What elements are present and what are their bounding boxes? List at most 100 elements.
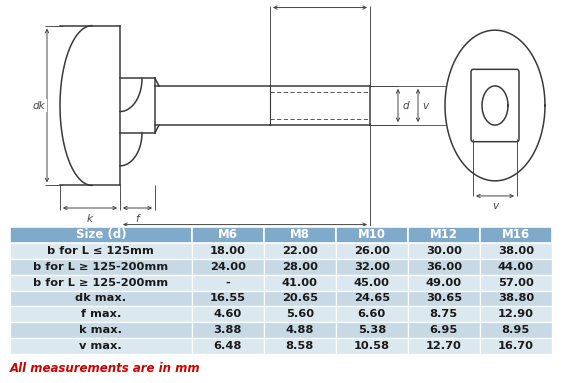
Text: 8.75: 8.75 xyxy=(430,309,458,319)
Text: f: f xyxy=(135,214,139,224)
Text: M6: M6 xyxy=(217,228,238,241)
Text: 16.70: 16.70 xyxy=(498,341,534,351)
Text: b: b xyxy=(317,0,323,2)
Text: M8: M8 xyxy=(289,228,310,241)
Text: 57.00: 57.00 xyxy=(498,278,534,288)
Bar xyxy=(480,306,552,322)
Bar xyxy=(480,338,552,354)
Text: v: v xyxy=(492,201,498,211)
Bar xyxy=(336,291,408,306)
Text: 4.88: 4.88 xyxy=(285,325,314,335)
Text: 30.65: 30.65 xyxy=(426,293,462,303)
Text: 26.00: 26.00 xyxy=(353,246,389,256)
Text: 36.00: 36.00 xyxy=(426,262,462,272)
Text: M12: M12 xyxy=(430,228,458,241)
Bar xyxy=(10,322,192,338)
Bar xyxy=(480,259,552,275)
Text: b for L ≥ 125-200mm: b for L ≥ 125-200mm xyxy=(33,278,169,288)
Bar xyxy=(10,306,192,322)
Bar xyxy=(336,275,408,291)
Text: l: l xyxy=(243,230,247,240)
Text: b for L ≤ 125mm: b for L ≤ 125mm xyxy=(47,246,154,256)
Bar xyxy=(264,338,336,354)
Bar xyxy=(10,259,192,275)
Text: 41.00: 41.00 xyxy=(282,278,318,288)
Bar xyxy=(192,243,264,259)
Text: 16.55: 16.55 xyxy=(210,293,246,303)
Bar xyxy=(408,227,480,243)
Text: 45.00: 45.00 xyxy=(353,278,389,288)
Text: 44.00: 44.00 xyxy=(498,262,534,272)
Bar xyxy=(192,259,264,275)
Text: 28.00: 28.00 xyxy=(282,262,318,272)
Bar xyxy=(264,259,336,275)
Bar xyxy=(408,306,480,322)
Text: 6.95: 6.95 xyxy=(430,325,458,335)
Text: 18.00: 18.00 xyxy=(210,246,246,256)
Bar xyxy=(408,243,480,259)
Text: 24.00: 24.00 xyxy=(210,262,246,272)
Bar xyxy=(408,275,480,291)
Bar xyxy=(336,243,408,259)
Text: 6.48: 6.48 xyxy=(214,341,242,351)
Bar xyxy=(480,291,552,306)
Bar xyxy=(10,338,192,354)
Text: M16: M16 xyxy=(502,228,530,241)
Bar xyxy=(264,227,336,243)
Text: 12.90: 12.90 xyxy=(498,309,534,319)
Text: 30.00: 30.00 xyxy=(426,246,462,256)
Bar xyxy=(408,259,480,275)
Bar xyxy=(264,322,336,338)
Bar xyxy=(336,306,408,322)
Text: b for L ≥ 125-200mm: b for L ≥ 125-200mm xyxy=(33,262,169,272)
Text: 38.80: 38.80 xyxy=(498,293,534,303)
Text: v max.: v max. xyxy=(79,341,123,351)
Text: dk max.: dk max. xyxy=(75,293,126,303)
Text: dk: dk xyxy=(33,100,46,111)
Bar xyxy=(480,322,552,338)
Text: 20.65: 20.65 xyxy=(282,293,318,303)
Text: 3.88: 3.88 xyxy=(214,325,242,335)
Text: 8.95: 8.95 xyxy=(502,325,530,335)
Text: 6.60: 6.60 xyxy=(357,309,386,319)
Bar xyxy=(264,306,336,322)
Bar xyxy=(10,275,192,291)
Bar xyxy=(264,243,336,259)
Bar xyxy=(408,322,480,338)
Bar xyxy=(336,322,408,338)
Text: 22.00: 22.00 xyxy=(282,246,318,256)
Bar xyxy=(10,243,192,259)
Bar xyxy=(408,291,480,306)
Bar xyxy=(408,338,480,354)
Bar xyxy=(10,227,192,243)
Text: M10: M10 xyxy=(358,228,386,241)
Text: 5.60: 5.60 xyxy=(285,309,314,319)
Text: 10.58: 10.58 xyxy=(353,341,389,351)
Bar xyxy=(264,275,336,291)
Text: 12.70: 12.70 xyxy=(426,341,462,351)
Text: 4.60: 4.60 xyxy=(214,309,242,319)
Bar xyxy=(336,227,408,243)
Text: All measurements are in mm: All measurements are in mm xyxy=(10,362,201,375)
Bar xyxy=(192,291,264,306)
Text: 24.65: 24.65 xyxy=(353,293,390,303)
Bar xyxy=(480,275,552,291)
Bar xyxy=(480,227,552,243)
Bar xyxy=(192,227,264,243)
Text: d: d xyxy=(403,100,409,111)
Text: -: - xyxy=(225,278,230,288)
Bar xyxy=(480,243,552,259)
Text: Size (d): Size (d) xyxy=(75,228,126,241)
Text: v: v xyxy=(422,100,428,111)
Bar xyxy=(192,338,264,354)
Bar xyxy=(336,338,408,354)
Text: 32.00: 32.00 xyxy=(353,262,389,272)
Bar xyxy=(336,259,408,275)
Text: 38.00: 38.00 xyxy=(498,246,534,256)
Text: k max.: k max. xyxy=(79,325,123,335)
Text: 49.00: 49.00 xyxy=(426,278,462,288)
Bar xyxy=(192,306,264,322)
Bar xyxy=(264,291,336,306)
Bar xyxy=(192,275,264,291)
Text: k: k xyxy=(87,214,93,224)
